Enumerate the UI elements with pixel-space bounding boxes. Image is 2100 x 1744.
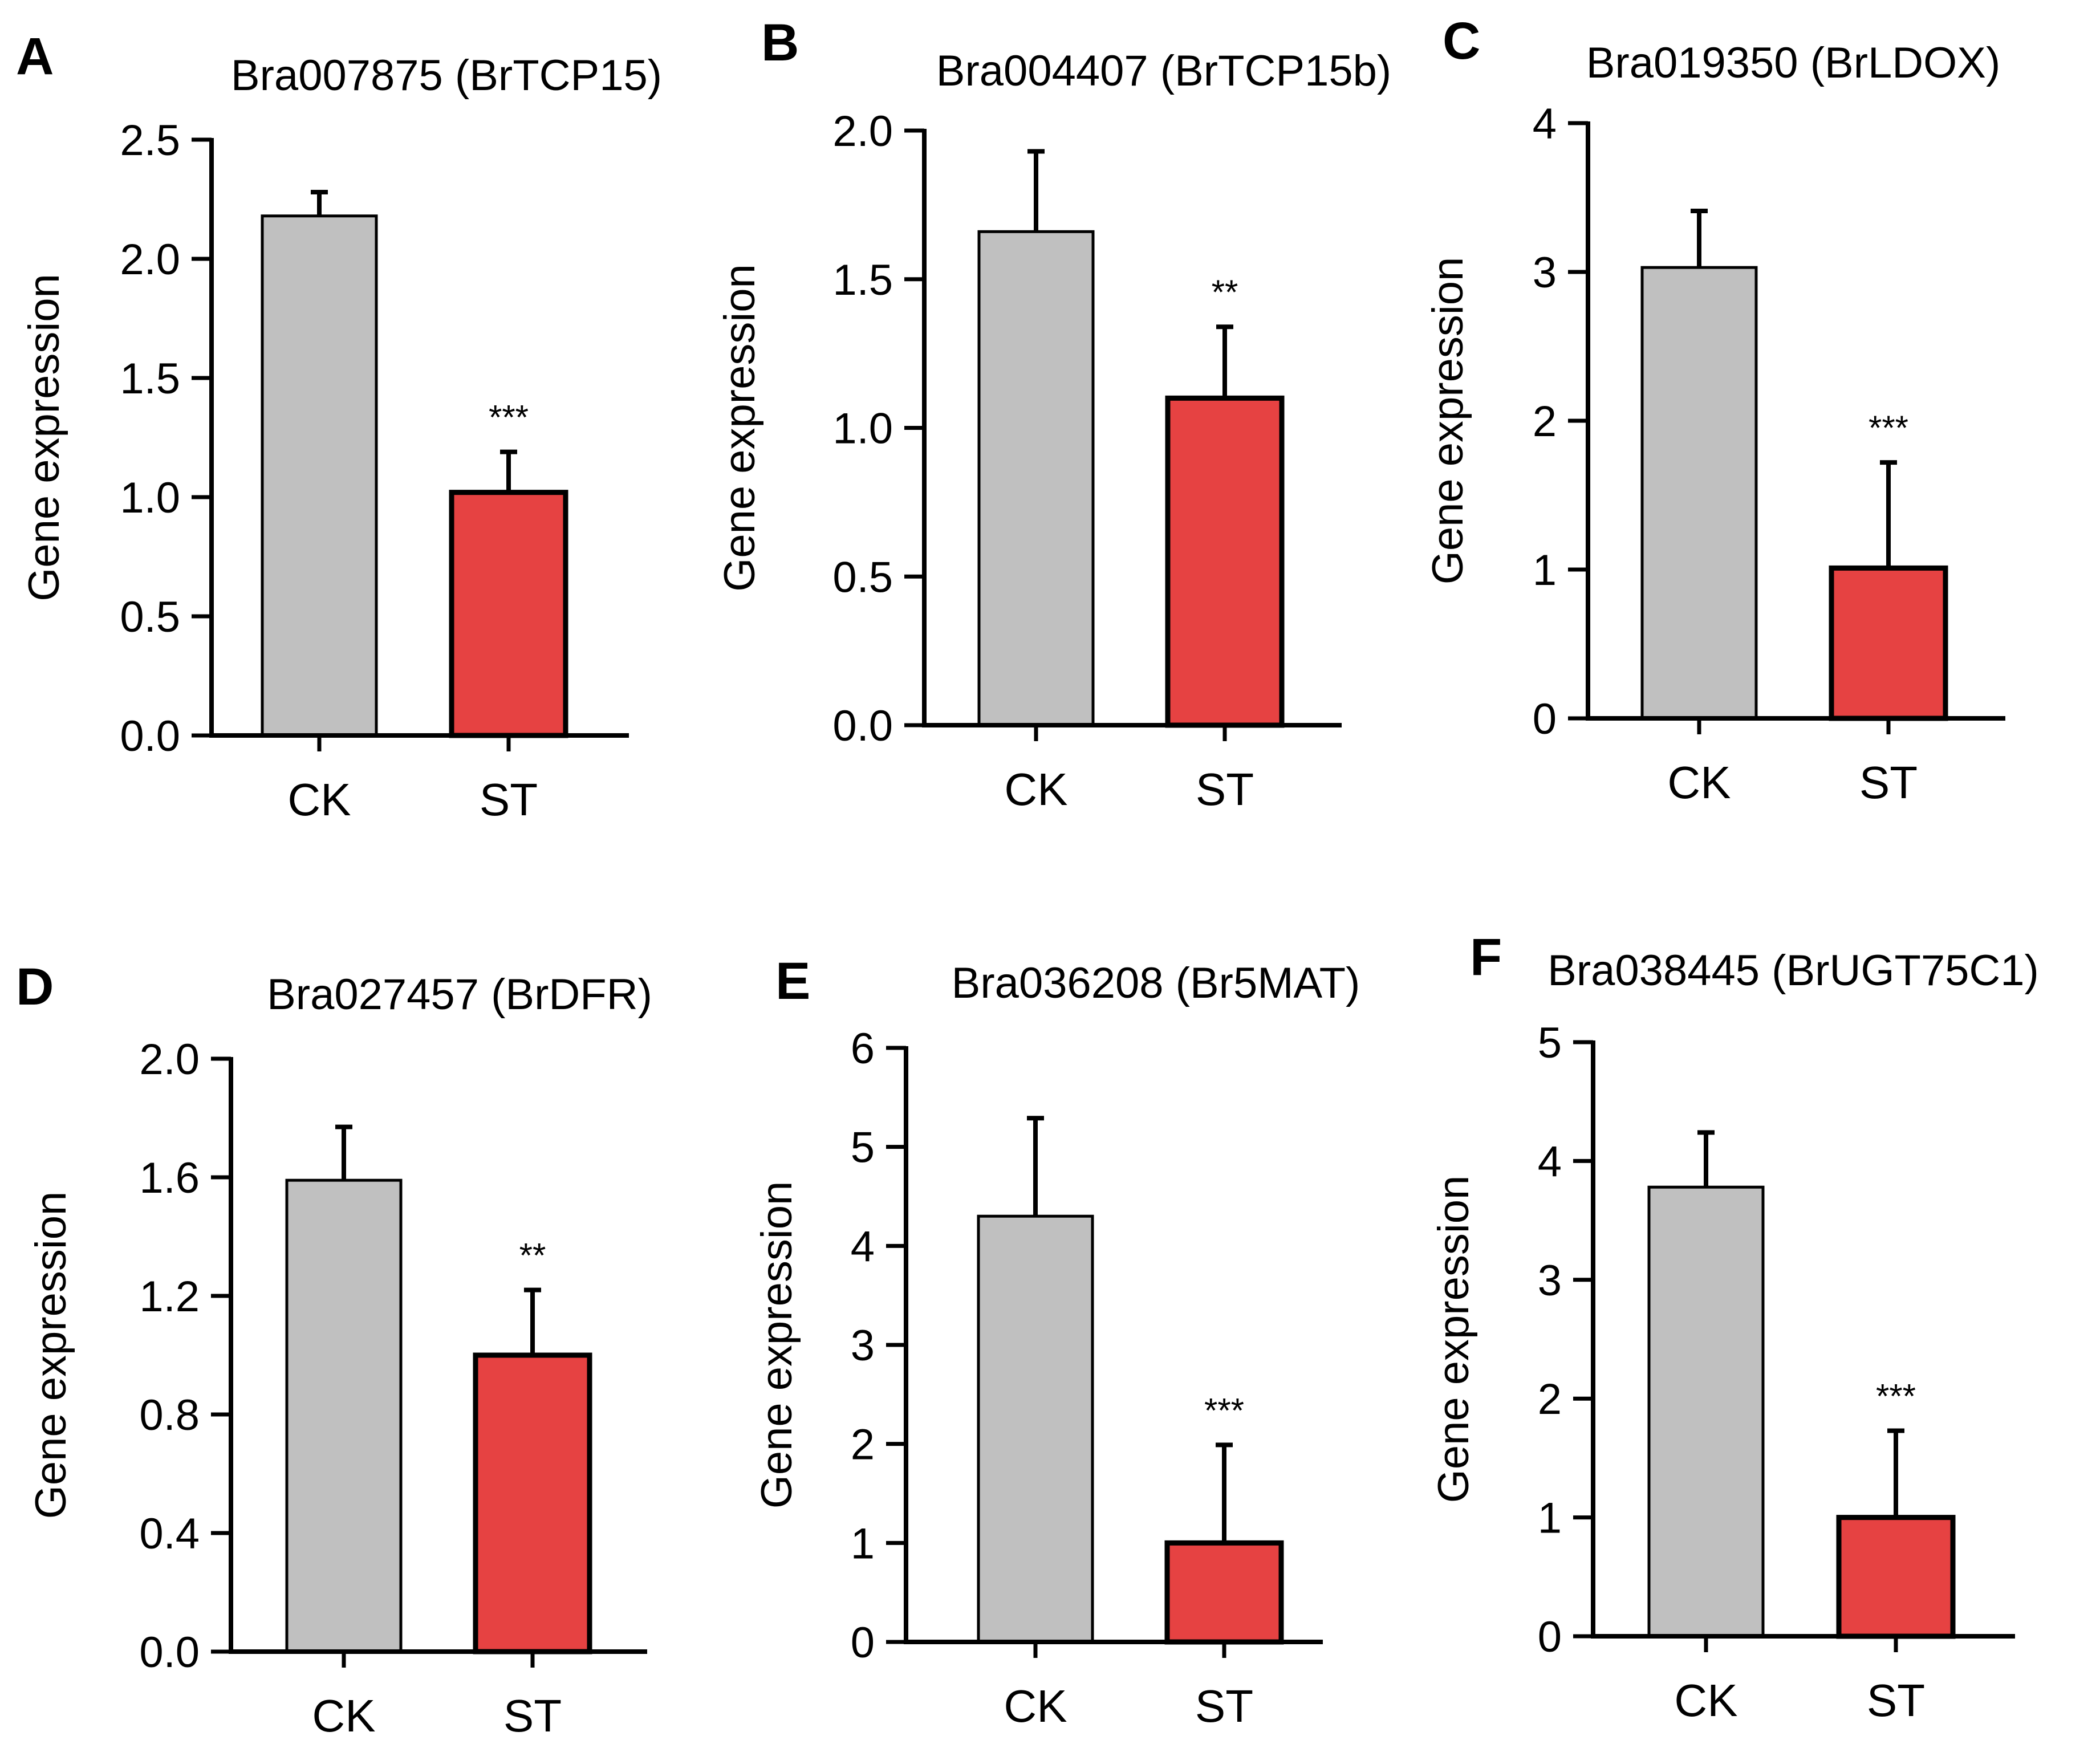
chart-title: Bra007875 (BrTCP15) — [231, 51, 662, 100]
y-tick-label: 4 — [1538, 1137, 1562, 1186]
y-tick-label: 3 — [1533, 249, 1557, 297]
x-tick-label: CK — [287, 774, 351, 825]
y-tick-label: 1.5 — [832, 256, 893, 304]
bar-st — [1836, 1515, 1956, 1639]
panel-letter: A — [16, 27, 54, 86]
y-axis-label: Gene expression — [27, 1192, 75, 1519]
panel-c: C Bra019350 (BrLDOX) Gene expression CK ST **… — [1424, 12, 2005, 808]
y-tick-label: 4 — [851, 1222, 875, 1271]
y-tick-label: 5 — [851, 1124, 875, 1172]
chart-title: Bra004407 (BrTCP15b) — [936, 47, 1391, 95]
y-axis-label: Gene expression — [20, 274, 68, 601]
x-tick-label: CK — [312, 1690, 375, 1741]
bar-ck — [977, 1214, 1094, 1644]
x-tick-label: ST — [1195, 1681, 1253, 1731]
bar-ck — [1640, 266, 1758, 720]
y-tick-label: 0 — [1538, 1613, 1562, 1661]
panel-e: E Bra036208 (Br5MAT) Gene expression CK ST **… — [753, 952, 1360, 1731]
y-tick-label: 0.0 — [832, 702, 893, 750]
x-tick-label: ST — [480, 774, 538, 825]
bar-ck — [977, 230, 1095, 727]
bar-st — [1165, 395, 1285, 728]
significance-label: ** — [1212, 273, 1238, 311]
y-axis-label: Gene expression — [716, 264, 764, 592]
x-tick-label: ST — [1867, 1675, 1925, 1726]
bar-ck — [261, 214, 378, 737]
x-tick-label: CK — [1004, 1681, 1067, 1731]
y-tick-label: 2.0 — [120, 235, 180, 284]
bar-st — [449, 490, 568, 738]
y-tick-label: 0.0 — [120, 712, 180, 761]
panel-letter: F — [1470, 928, 1502, 986]
significance-label: *** — [1876, 1377, 1916, 1415]
y-tick-label: 0.4 — [139, 1510, 200, 1558]
panel-letter: E — [775, 952, 810, 1010]
chart-title: Bra038445 (BrUGT75C1) — [1547, 946, 2039, 995]
y-tick-label: 1 — [1533, 546, 1557, 595]
bar-st — [1164, 1540, 1284, 1645]
y-tick-label: 3 — [851, 1322, 875, 1370]
y-tick-label: 0.0 — [139, 1628, 200, 1677]
y-tick-label: 6 — [851, 1025, 875, 1073]
bar-ck — [285, 1178, 403, 1653]
y-tick-label: 1.5 — [120, 355, 180, 403]
panel-b: B Bra004407 (BrTCP15b) Gene expression CK ST… — [716, 14, 1391, 815]
chart-title: Bra019350 (BrLDOX) — [1586, 39, 2001, 87]
x-tick-label: CK — [1004, 764, 1067, 815]
y-tick-label: 1.0 — [832, 405, 893, 453]
significance-label: ** — [519, 1237, 546, 1275]
y-tick-label: 1 — [851, 1519, 875, 1568]
bar-st — [473, 1352, 592, 1654]
y-tick-label: 2 — [851, 1421, 875, 1469]
panel-d: D Bra027457 (BrDFR) Gene expression CK ST ** 0… — [16, 958, 652, 1741]
panel-letter: C — [1443, 12, 1480, 70]
y-tick-label: 5 — [1538, 1019, 1562, 1067]
panel-letter: B — [761, 14, 799, 72]
x-tick-label: ST — [1196, 764, 1254, 815]
y-axis-label: Gene expression — [1424, 257, 1472, 585]
y-tick-label: 2 — [1538, 1375, 1562, 1424]
significance-label: *** — [1869, 409, 1908, 447]
panel-letter: D — [16, 958, 54, 1016]
y-axis-label: Gene expression — [1429, 1176, 1478, 1503]
y-tick-label: 2 — [1533, 397, 1557, 446]
panel-a: A Bra007875 (BrTCP15) Gene expression CK ST *… — [16, 27, 662, 825]
x-tick-label: CK — [1667, 757, 1731, 808]
y-tick-label: 0 — [851, 1619, 875, 1667]
chart-title: Bra027457 (BrDFR) — [267, 970, 652, 1019]
bar-ck — [1647, 1185, 1765, 1638]
significance-label: *** — [489, 399, 529, 437]
y-tick-label: 0.5 — [832, 553, 893, 601]
y-tick-label: 3 — [1538, 1257, 1562, 1305]
x-tick-label: ST — [503, 1690, 562, 1741]
panel-f: F Bra038445 (BrUGT75C1) Gene expression CK S… — [1429, 928, 2039, 1726]
x-tick-label: ST — [1859, 757, 1918, 808]
y-axis-label: Gene expression — [753, 1181, 801, 1509]
y-tick-label: 1.2 — [139, 1273, 200, 1321]
y-tick-label: 0 — [1533, 695, 1557, 743]
y-tick-label: 2.0 — [832, 107, 893, 156]
y-tick-label: 1 — [1538, 1494, 1562, 1543]
y-tick-label: 2.0 — [139, 1035, 200, 1084]
y-tick-label: 0.5 — [120, 593, 180, 641]
y-tick-label: 4 — [1533, 100, 1557, 148]
y-tick-label: 1.6 — [139, 1154, 200, 1202]
x-tick-label: CK — [1674, 1675, 1737, 1726]
significance-label: *** — [1204, 1391, 1244, 1429]
bar-st — [1829, 565, 1948, 721]
chart-title: Bra036208 (Br5MAT) — [952, 959, 1360, 1007]
y-tick-label: 1.0 — [120, 474, 180, 522]
y-tick-label: 0.8 — [139, 1391, 200, 1440]
y-tick-label: 2.5 — [120, 116, 180, 165]
